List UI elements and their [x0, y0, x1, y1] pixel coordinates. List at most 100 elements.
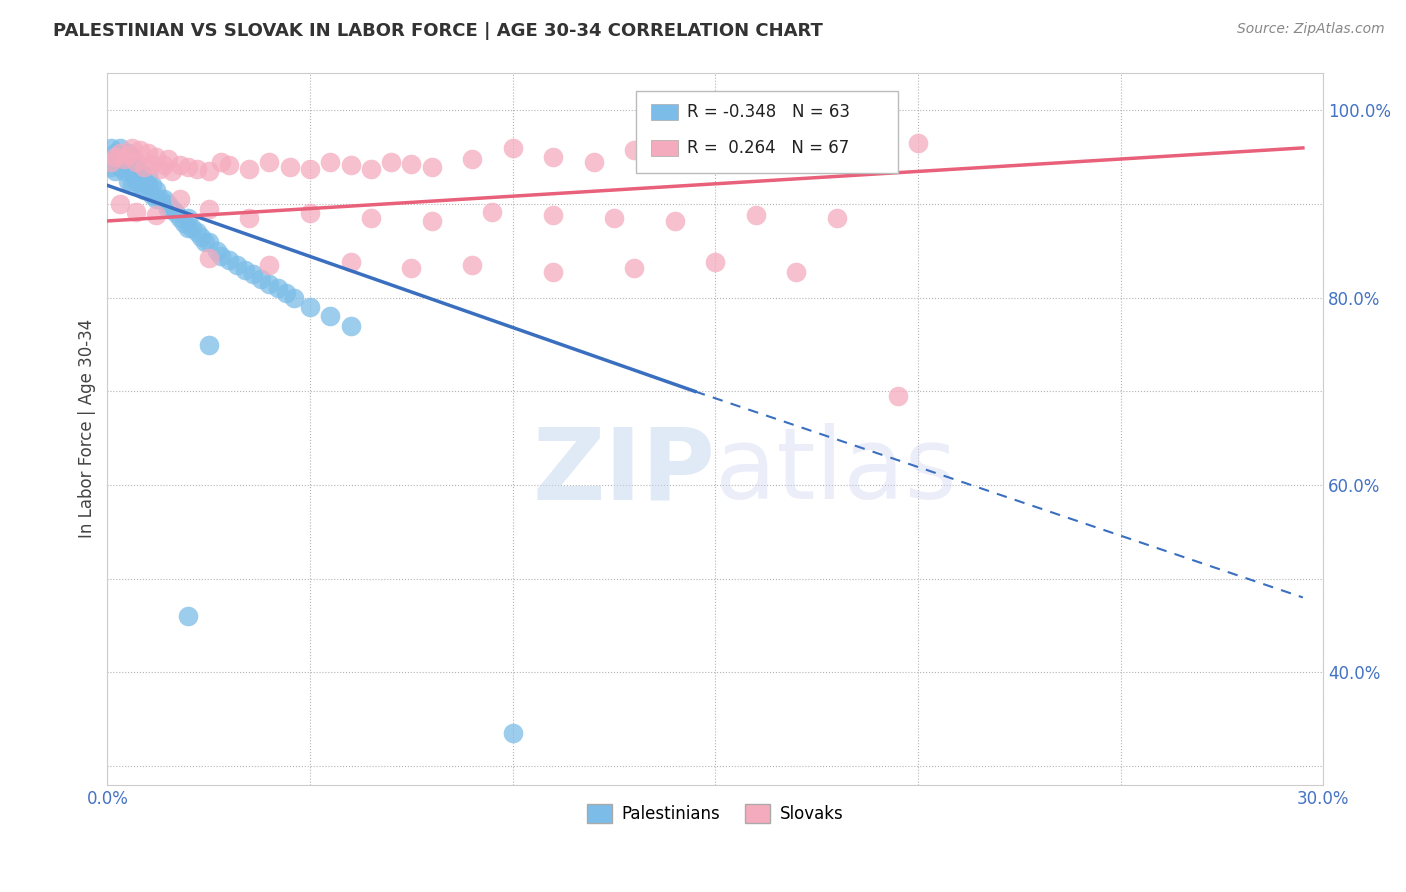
- Point: [623, 260, 645, 275]
- Point: [145, 193, 167, 207]
- Point: [401, 260, 423, 275]
- Point: [745, 208, 768, 222]
- Point: [177, 609, 200, 624]
- Point: [401, 157, 423, 171]
- Text: Source: ZipAtlas.com: Source: ZipAtlas.com: [1237, 22, 1385, 37]
- Point: [664, 214, 686, 228]
- Point: [186, 162, 208, 177]
- Point: [177, 160, 200, 174]
- Point: [623, 143, 645, 157]
- Point: [108, 155, 131, 169]
- Point: [153, 158, 176, 172]
- FancyBboxPatch shape: [637, 91, 897, 173]
- Text: PALESTINIAN VS SLOVAK IN LABOR FORCE | AGE 30-34 CORRELATION CHART: PALESTINIAN VS SLOVAK IN LABOR FORCE | A…: [53, 22, 824, 40]
- Point: [283, 291, 305, 305]
- Point: [112, 150, 135, 164]
- Point: [108, 141, 131, 155]
- Point: [149, 193, 172, 207]
- Point: [186, 225, 208, 239]
- Point: [298, 206, 321, 220]
- Point: [173, 216, 195, 230]
- Point: [104, 145, 127, 160]
- Point: [117, 160, 139, 174]
- Point: [319, 310, 342, 324]
- Point: [104, 164, 127, 178]
- Point: [259, 258, 281, 272]
- FancyBboxPatch shape: [651, 140, 678, 155]
- Point: [100, 155, 122, 169]
- Point: [194, 235, 217, 249]
- Point: [117, 174, 139, 188]
- Text: atlas: atlas: [716, 423, 957, 520]
- Point: [169, 158, 191, 172]
- Point: [128, 164, 150, 178]
- Point: [785, 264, 807, 278]
- Point: [420, 160, 443, 174]
- Point: [197, 252, 219, 266]
- Point: [502, 141, 524, 155]
- Point: [121, 178, 143, 193]
- Point: [250, 272, 273, 286]
- Point: [157, 202, 180, 216]
- Point: [141, 187, 163, 202]
- Point: [765, 145, 787, 160]
- Point: [190, 230, 212, 244]
- Point: [197, 337, 219, 351]
- Point: [825, 211, 848, 226]
- Point: [125, 160, 148, 174]
- Point: [259, 155, 281, 169]
- Point: [197, 202, 219, 216]
- Point: [157, 152, 180, 166]
- Point: [233, 262, 256, 277]
- Point: [197, 235, 219, 249]
- Point: [298, 300, 321, 314]
- Point: [132, 174, 155, 188]
- Point: [125, 204, 148, 219]
- Point: [319, 155, 342, 169]
- Point: [117, 145, 139, 160]
- Point: [136, 145, 159, 160]
- Point: [481, 204, 503, 219]
- Point: [704, 155, 727, 169]
- Point: [121, 164, 143, 178]
- Point: [461, 258, 484, 272]
- Point: [274, 286, 297, 301]
- Point: [100, 141, 122, 155]
- Point: [104, 150, 127, 164]
- Point: [160, 202, 183, 216]
- Point: [181, 220, 204, 235]
- Point: [339, 318, 361, 333]
- Point: [112, 160, 135, 174]
- Point: [218, 158, 240, 172]
- Point: [541, 208, 564, 222]
- Point: [169, 193, 191, 207]
- Point: [177, 211, 200, 226]
- Point: [104, 150, 127, 164]
- Point: [132, 160, 155, 174]
- Text: ZIP: ZIP: [533, 423, 716, 520]
- Point: [339, 255, 361, 269]
- Point: [145, 208, 167, 222]
- Point: [141, 178, 163, 193]
- Point: [205, 244, 228, 258]
- Point: [153, 193, 176, 207]
- Point: [541, 264, 564, 278]
- Point: [339, 158, 361, 172]
- Point: [502, 726, 524, 740]
- Point: [380, 155, 402, 169]
- Point: [128, 178, 150, 193]
- Point: [117, 148, 139, 162]
- Point: [157, 197, 180, 211]
- Text: R =  0.264   N = 67: R = 0.264 N = 67: [688, 139, 849, 157]
- Text: R = -0.348   N = 63: R = -0.348 N = 63: [688, 103, 851, 121]
- Point: [704, 255, 727, 269]
- Point: [128, 143, 150, 157]
- Point: [145, 150, 167, 164]
- Point: [132, 183, 155, 197]
- Point: [907, 136, 929, 151]
- Point: [112, 152, 135, 166]
- Point: [197, 164, 219, 178]
- Point: [420, 214, 443, 228]
- Point: [242, 268, 264, 282]
- Point: [136, 178, 159, 193]
